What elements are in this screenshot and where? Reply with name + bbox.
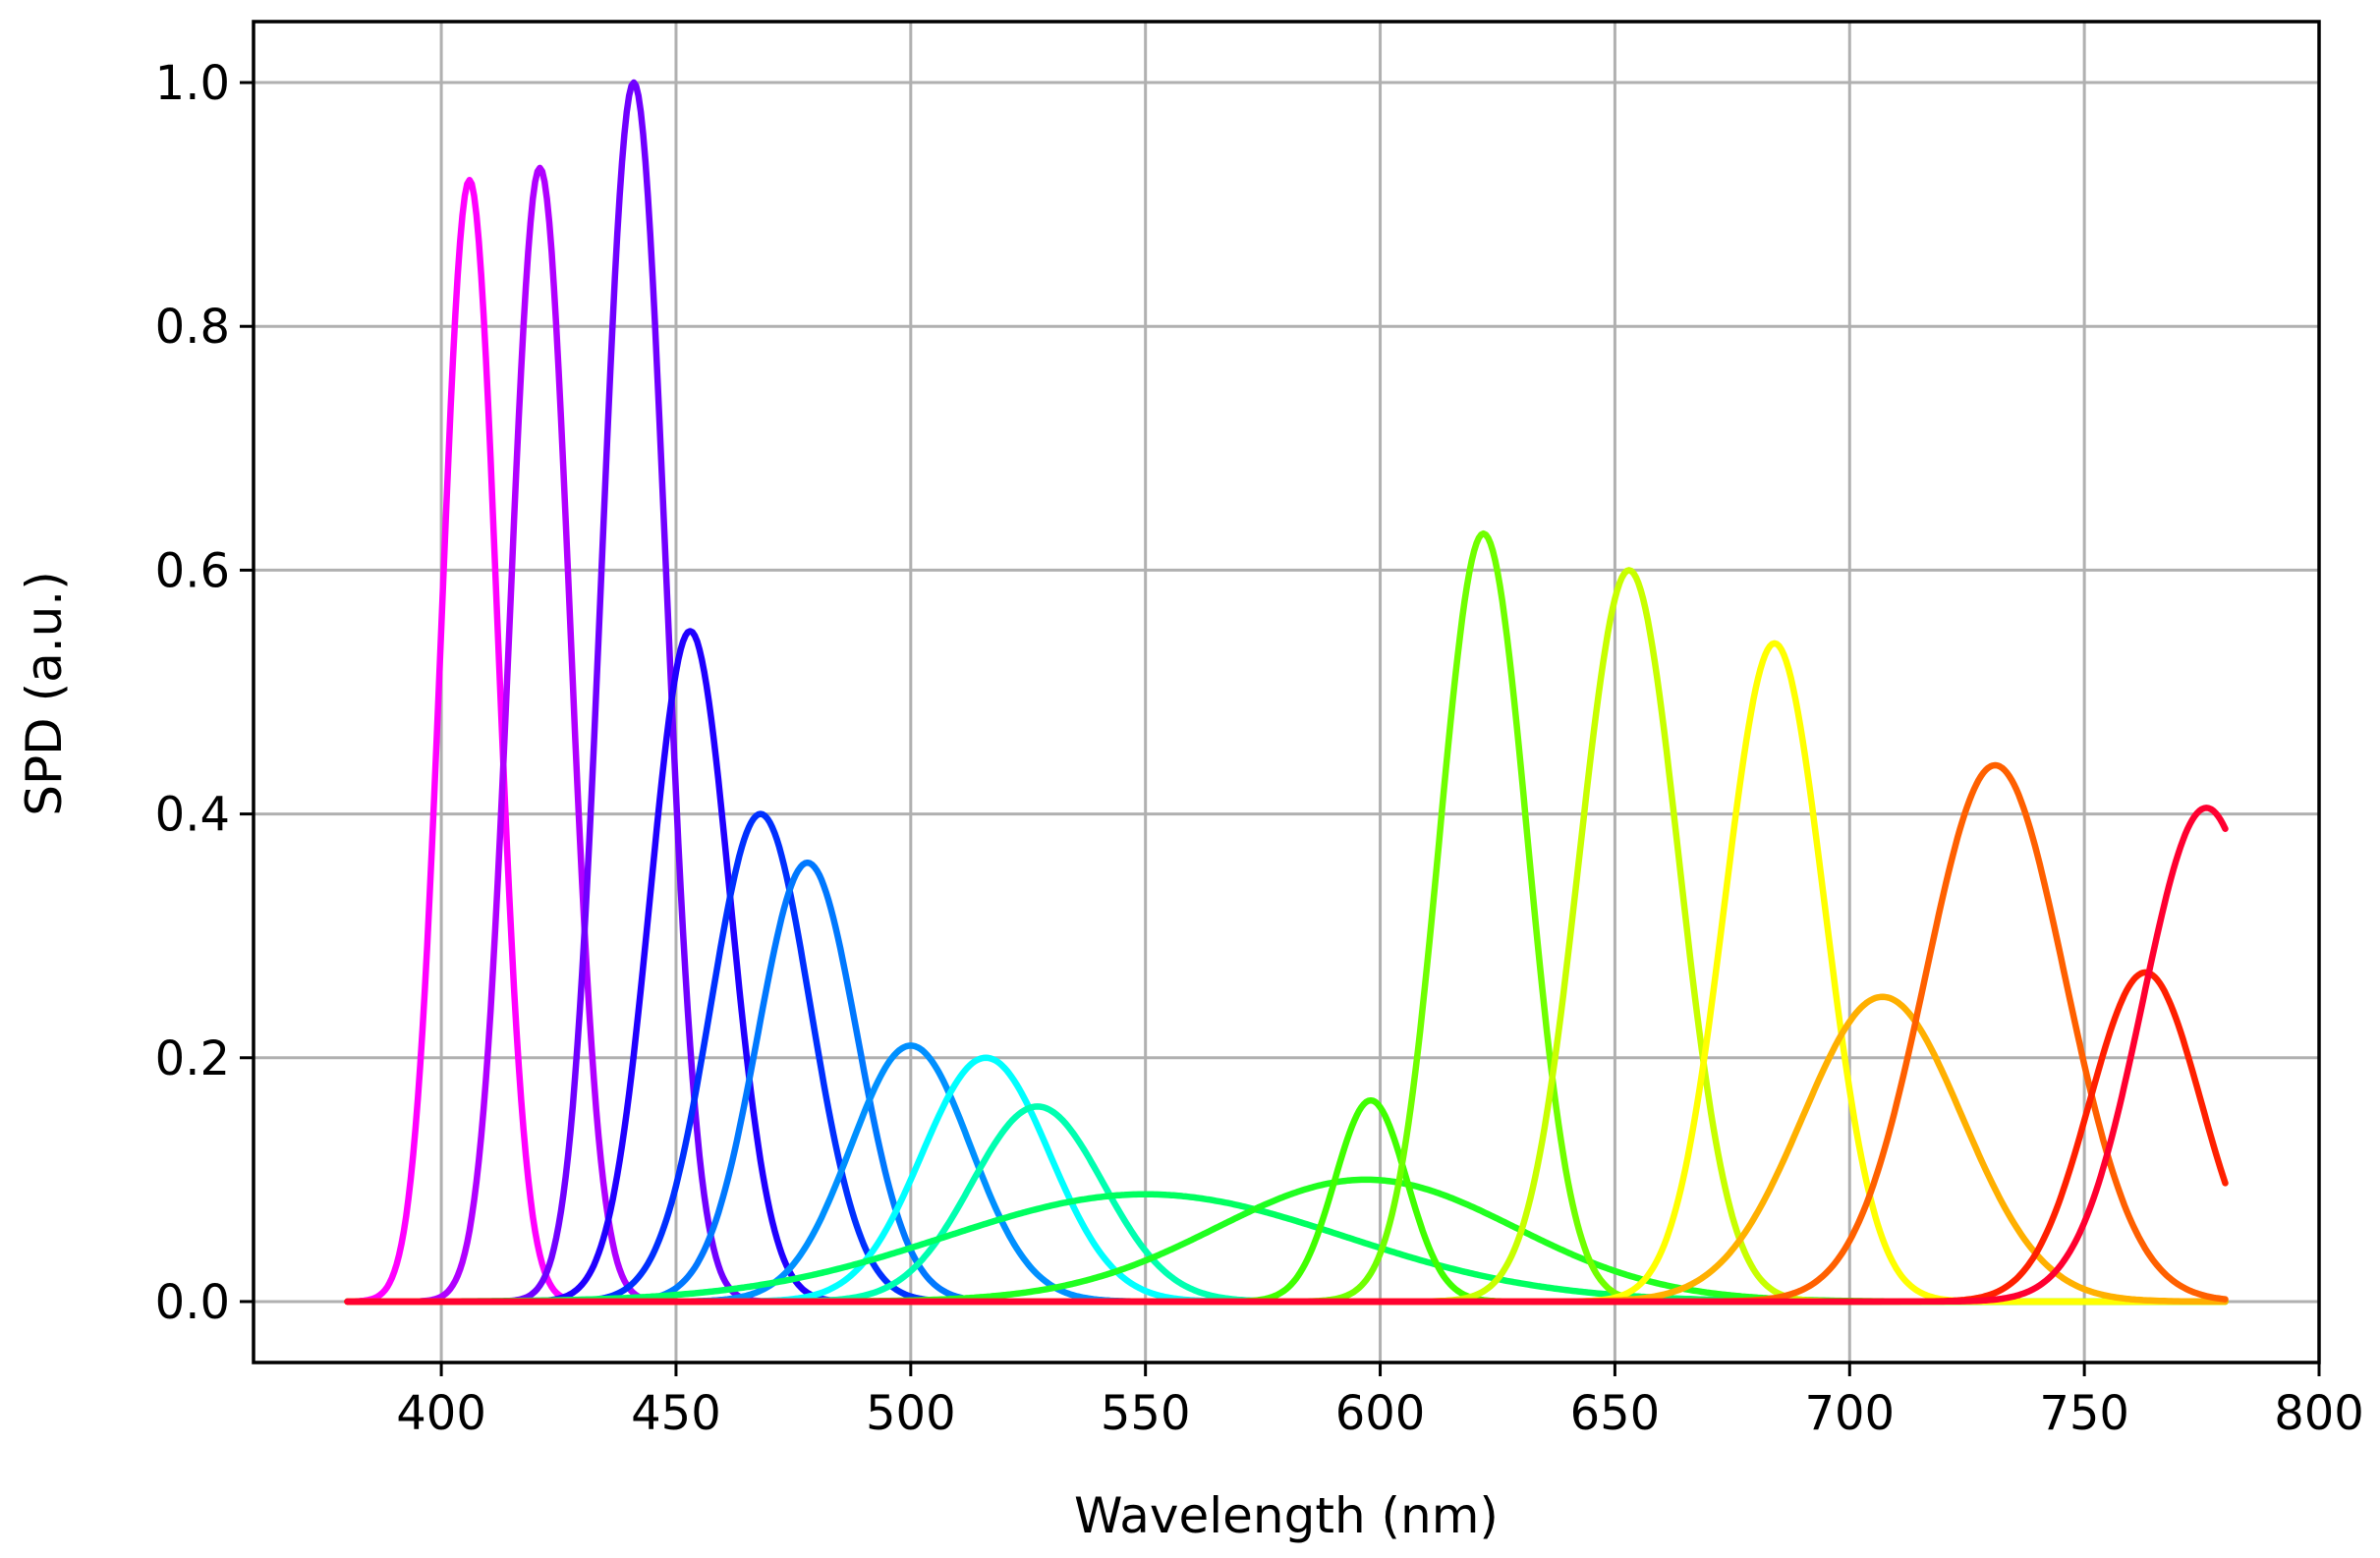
x-tick-label: 650 [1570, 1386, 1661, 1441]
x-tick-label: 500 [866, 1386, 956, 1441]
series-group [344, 79, 2229, 1306]
series-line-4 [344, 628, 2229, 1306]
series-line-9 [344, 1103, 2229, 1306]
grid [254, 22, 2321, 1363]
series-line-2 [344, 164, 2229, 1306]
x-axis-label: Wavelength (nm) [1074, 1487, 1499, 1544]
y-tick-label: 0.2 [155, 1031, 230, 1086]
series-line-18 [344, 969, 2229, 1306]
series-line-1 [344, 177, 2229, 1306]
x-tick-label: 600 [1335, 1386, 1426, 1441]
y-axis-label: SPD (a.u.) [16, 571, 73, 815]
series-line-16 [344, 993, 2229, 1306]
x-tick-label: 550 [1101, 1386, 1191, 1441]
x-tick-label: 700 [1804, 1386, 1895, 1441]
x-tick-label: 450 [631, 1386, 721, 1441]
series-line-14 [344, 567, 2229, 1306]
x-tick-label: 400 [396, 1386, 486, 1441]
y-tick-label: 0.6 [155, 543, 230, 598]
series-line-19 [344, 805, 2229, 1306]
y-tick-label: 0.4 [155, 788, 230, 843]
x-tick-label: 800 [2274, 1386, 2364, 1441]
ticks: 400 450 500 550 600 650 700 750 800 0.0 0.2 0.4 0.6 0… [155, 56, 2364, 1441]
series-line-3 [344, 79, 2229, 1306]
plot-frame [252, 20, 2321, 1364]
y-tick-label: 0.8 [155, 300, 230, 355]
y-tick-label: 0.0 [155, 1275, 230, 1330]
series-line-15 [344, 640, 2229, 1306]
series-line-12 [344, 1096, 2229, 1306]
x-tick-label: 750 [2039, 1386, 2129, 1441]
y-tick-label: 1.0 [155, 56, 230, 111]
series-line-13 [344, 529, 2229, 1306]
